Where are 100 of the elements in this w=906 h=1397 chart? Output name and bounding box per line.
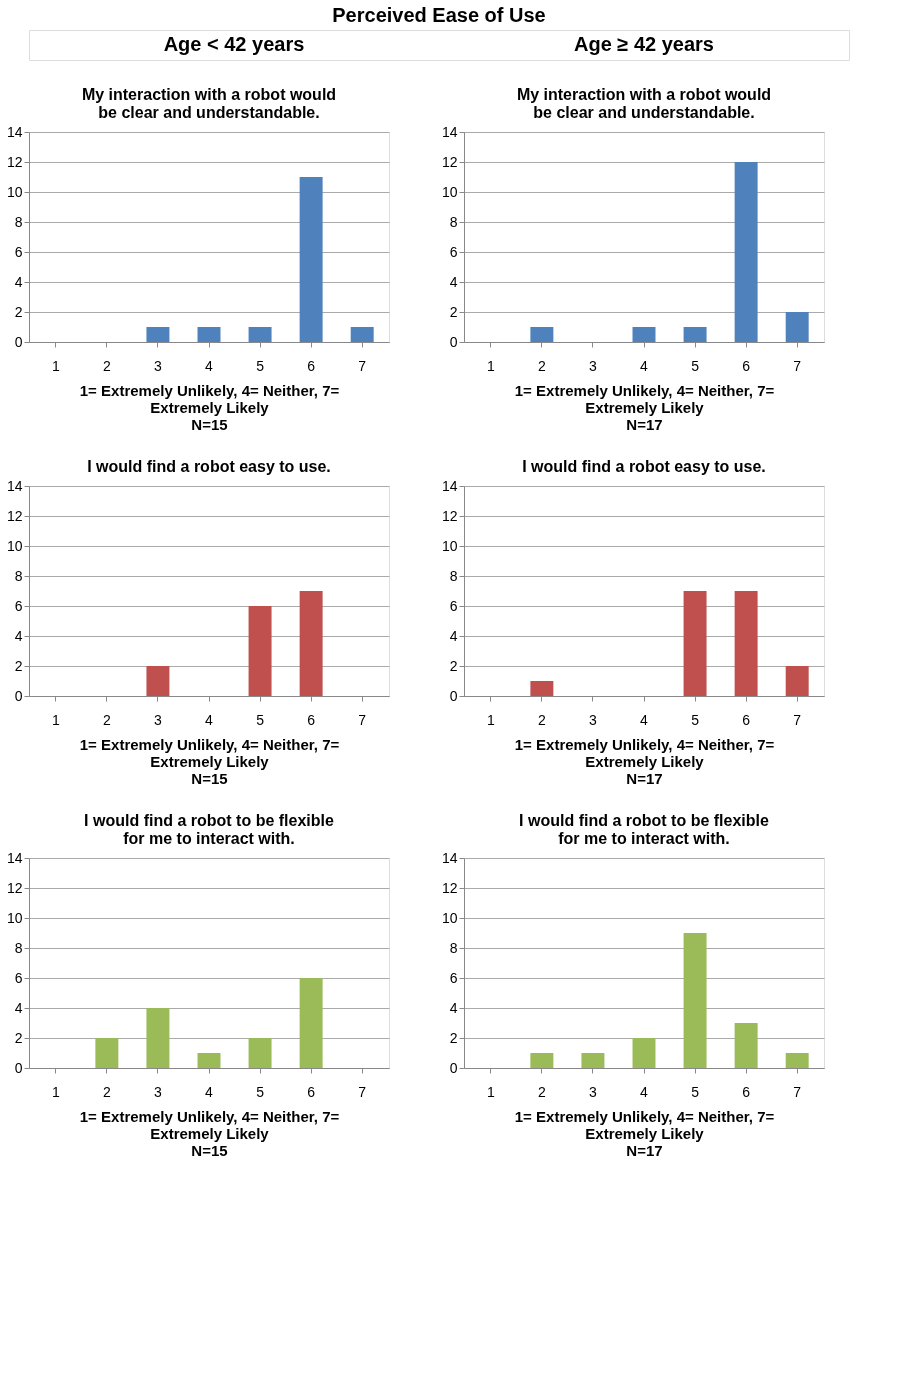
y-tick-label: 14	[6, 477, 23, 494]
y-tick-label: 14	[6, 849, 23, 866]
x-tick-label: 5	[691, 357, 700, 374]
y-tick-label: 14	[441, 849, 458, 866]
x-tick-label: 7	[358, 357, 367, 374]
y-tick-label: 6	[449, 243, 458, 260]
x-tick-label: 6	[307, 357, 316, 374]
x-tick-label: 1	[486, 357, 495, 374]
bar	[683, 591, 707, 696]
text: N=17	[626, 1141, 663, 1159]
chart-title: My interaction with a robot would be clear and understandable.	[81, 86, 337, 121]
y-tick-label: 6	[14, 969, 23, 986]
x-tick-label: 5	[256, 1083, 265, 1100]
x-tick-label: 2	[537, 1083, 546, 1100]
x-tick-label: 4	[205, 711, 214, 728]
x-tick-label: 3	[154, 711, 163, 728]
x-tick-label: 7	[793, 357, 802, 374]
y-tick-label: 0	[14, 687, 23, 704]
x-tick-label: 3	[589, 357, 598, 374]
text: Age ≥ 42 years	[574, 33, 714, 55]
bar	[683, 327, 707, 342]
y-tick-label: 8	[449, 939, 458, 956]
y-tick-label: 2	[449, 657, 458, 674]
y-tick-label: 12	[441, 507, 458, 524]
x-tick-label: 3	[589, 1083, 598, 1100]
bar	[734, 162, 758, 342]
bar	[248, 606, 272, 696]
bar	[785, 1053, 809, 1068]
x-tick-label: 3	[154, 1083, 163, 1100]
y-tick-label: 12	[6, 153, 23, 170]
y-tick-label: 6	[449, 969, 458, 986]
y-tick-label: 8	[14, 213, 23, 230]
x-tick-label: 5	[691, 1083, 700, 1100]
x-tick-label: 3	[589, 711, 598, 728]
y-tick-label: 14	[441, 477, 458, 494]
y-tick-label: 6	[449, 597, 458, 614]
bar	[785, 312, 809, 342]
y-tick-label: 2	[14, 1029, 23, 1046]
bar	[146, 1008, 170, 1068]
bar	[683, 933, 707, 1068]
x-tick-label: 3	[154, 357, 163, 374]
x-tick-label: 2	[537, 711, 546, 728]
bar	[785, 666, 809, 696]
bar	[530, 1053, 554, 1068]
y-tick-label: 8	[14, 567, 23, 584]
y-tick-label: 4	[14, 273, 23, 290]
y-tick-label: 0	[449, 687, 458, 704]
bar	[734, 591, 758, 696]
x-tick-label: 5	[256, 357, 265, 374]
y-tick-label: 12	[6, 879, 23, 896]
bar	[632, 1038, 656, 1068]
y-tick-label: 12	[441, 153, 458, 170]
x-tick-label: 5	[256, 711, 265, 728]
y-tick-label: 12	[6, 507, 23, 524]
x-axis-title: 1= Extremely Unlikely, 4= Neither, 7= Extremely Likely	[514, 1107, 775, 1142]
bar	[581, 1053, 605, 1068]
bar	[530, 681, 554, 696]
chart-title: I would find a robot easy to use.	[87, 458, 331, 475]
x-tick-label: 1	[51, 357, 60, 374]
x-tick-label: 4	[640, 711, 649, 728]
text: Age < 42 years	[163, 33, 305, 55]
y-tick-label: 4	[449, 273, 458, 290]
chart-title: My interaction with a robot would be clear and understandable.	[516, 86, 772, 121]
text: N=15	[191, 769, 228, 787]
y-tick-label: 4	[449, 627, 458, 644]
text: N=15	[191, 1141, 228, 1159]
chart-title: I would find a robot easy to use.	[522, 458, 766, 475]
bar	[734, 1023, 758, 1068]
y-tick-label: 10	[441, 909, 458, 926]
y-tick-label: 0	[14, 1059, 23, 1076]
chart-title: I would find a robot to be flexible for me to interact with.	[84, 812, 334, 847]
x-tick-label: 7	[793, 1083, 802, 1100]
x-tick-label: 6	[307, 1083, 316, 1100]
y-tick-label: 6	[14, 243, 23, 260]
x-tick-label: 5	[691, 711, 700, 728]
x-tick-label: 6	[742, 1083, 751, 1100]
y-tick-label: 4	[14, 627, 23, 644]
x-tick-label: 7	[793, 711, 802, 728]
y-tick-label: 8	[449, 567, 458, 584]
bar	[95, 1038, 119, 1068]
y-tick-label: 4	[449, 999, 458, 1016]
y-tick-label: 14	[441, 123, 458, 140]
y-tick-label: 10	[441, 183, 458, 200]
x-tick-label: 2	[102, 357, 111, 374]
x-axis-title: 1= Extremely Unlikely, 4= Neither, 7= Extremely Likely	[514, 381, 775, 416]
y-tick-label: 8	[14, 939, 23, 956]
x-tick-label: 4	[640, 357, 649, 374]
x-axis-title: 1= Extremely Unlikely, 4= Neither, 7= Extremely Likely	[79, 381, 340, 416]
x-tick-label: 2	[537, 357, 546, 374]
x-tick-label: 1	[51, 711, 60, 728]
x-tick-label: 2	[102, 711, 111, 728]
bar	[248, 1038, 272, 1068]
bar	[197, 1053, 221, 1068]
y-tick-label: 6	[14, 597, 23, 614]
bar	[299, 978, 323, 1068]
y-tick-label: 10	[6, 909, 23, 926]
x-axis-title: 1= Extremely Unlikely, 4= Neither, 7= Extremely Likely	[514, 735, 775, 770]
y-tick-label: 2	[449, 1029, 458, 1046]
y-tick-label: 10	[441, 537, 458, 554]
x-tick-label: 2	[102, 1083, 111, 1100]
